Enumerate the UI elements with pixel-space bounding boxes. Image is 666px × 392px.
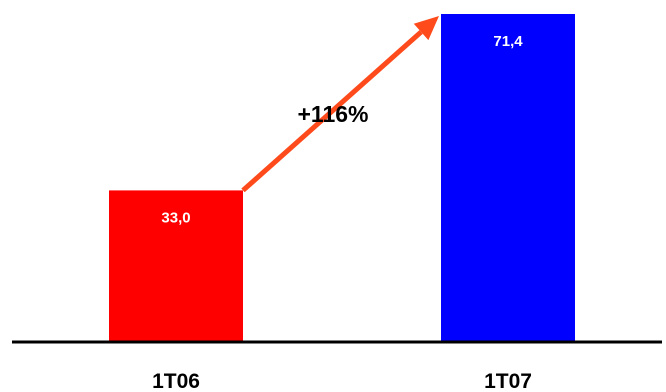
category-label-1t07: 1T07 (484, 370, 532, 392)
growth-arrow-head (413, 16, 439, 41)
bar-1t06 (109, 190, 243, 342)
value-label-1t06: 33,0 (161, 209, 190, 226)
value-label-1t07: 71,4 (493, 33, 523, 50)
bar-1t07 (441, 14, 575, 342)
bars-layer (109, 14, 575, 342)
growth-arrow-shaft (241, 30, 423, 193)
labels-layer: 33,0 1T06 71,4 1T07 (152, 33, 532, 392)
growth-arrow (241, 16, 439, 193)
growth-percentage-label: +116% (298, 101, 369, 127)
category-label-1t06: 1T06 (152, 370, 200, 392)
